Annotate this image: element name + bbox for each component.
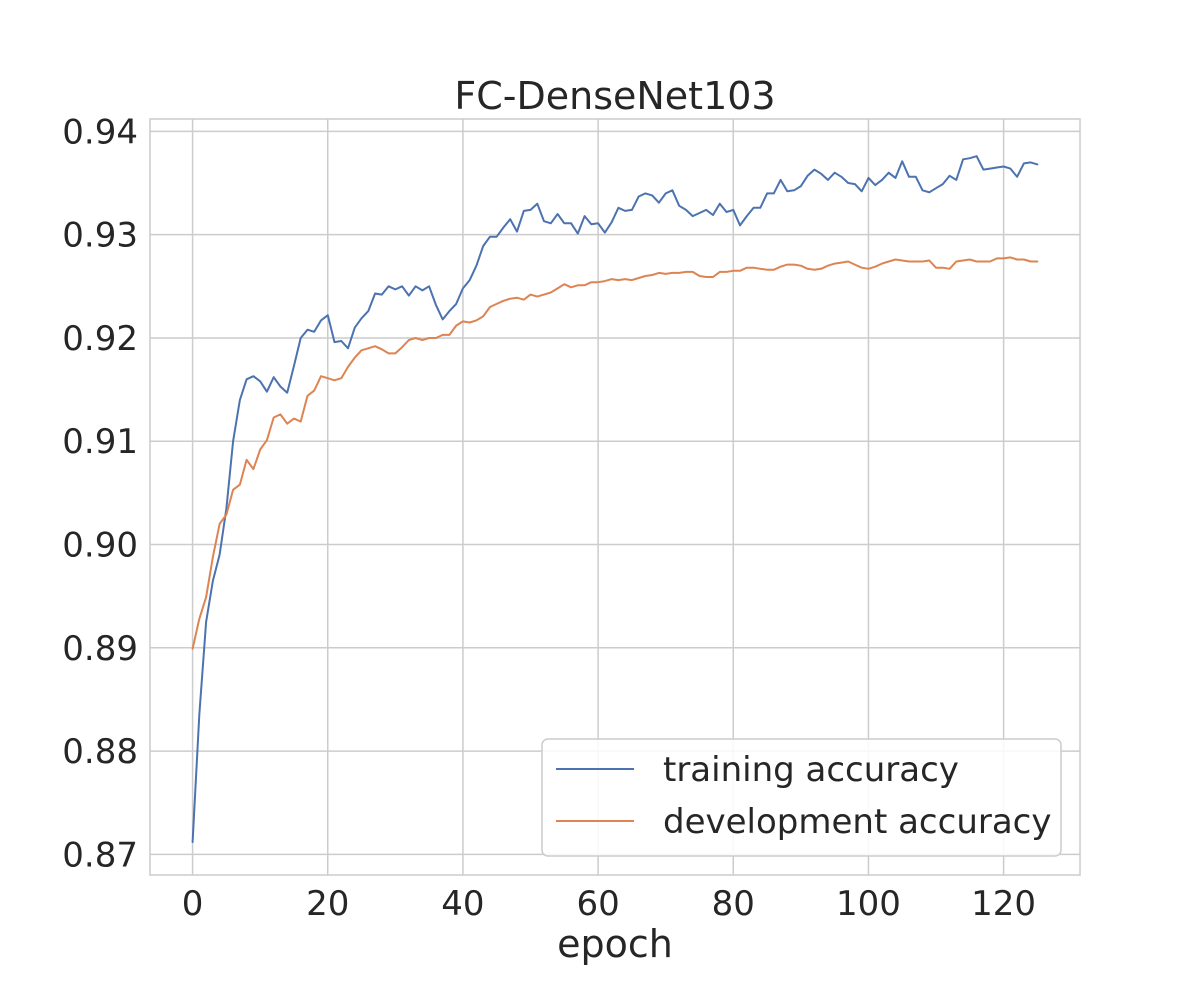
- series-line-development-accuracy: [191, 256, 1039, 650]
- x-axis-label: epoch: [557, 922, 673, 966]
- y-tick-label: 0.87: [62, 835, 138, 875]
- tick-labels: 0 20 40 60 80 100 120 0.87 0.88 0.89 0.90 0.91 0.92 0…: [62, 112, 1036, 924]
- legend-box: [541, 738, 1062, 857]
- y-tick-label: 0.91: [62, 422, 138, 462]
- y-tick-label: 0.93: [62, 216, 138, 256]
- y-tick-label: 0.89: [62, 629, 138, 669]
- x-tick-label: 80: [712, 884, 755, 924]
- x-tick-label: 100: [836, 884, 901, 924]
- legend-label-development-accuracy: development accuracy: [663, 802, 1052, 842]
- y-tick-label: 0.88: [62, 732, 138, 772]
- x-tick-label: 0: [182, 884, 204, 924]
- x-tick-label: 60: [576, 884, 619, 924]
- x-tick-label: 120: [971, 884, 1036, 924]
- legend: training accuracy development accuracy: [541, 738, 1062, 857]
- legend-label-training-accuracy: training accuracy: [663, 750, 959, 790]
- x-tick-label: 40: [441, 884, 484, 924]
- series-line-training-accuracy: [191, 155, 1039, 843]
- y-tick-label: 0.92: [62, 319, 138, 359]
- chart-title: FC-DenseNet103: [454, 74, 775, 118]
- y-tick-label: 0.90: [62, 526, 138, 566]
- series-layer: [191, 155, 1039, 843]
- x-tick-label: 20: [306, 884, 349, 924]
- plot-frame: [149, 118, 1081, 876]
- y-tick-label: 0.94: [62, 112, 138, 152]
- grid: [150, 119, 1080, 875]
